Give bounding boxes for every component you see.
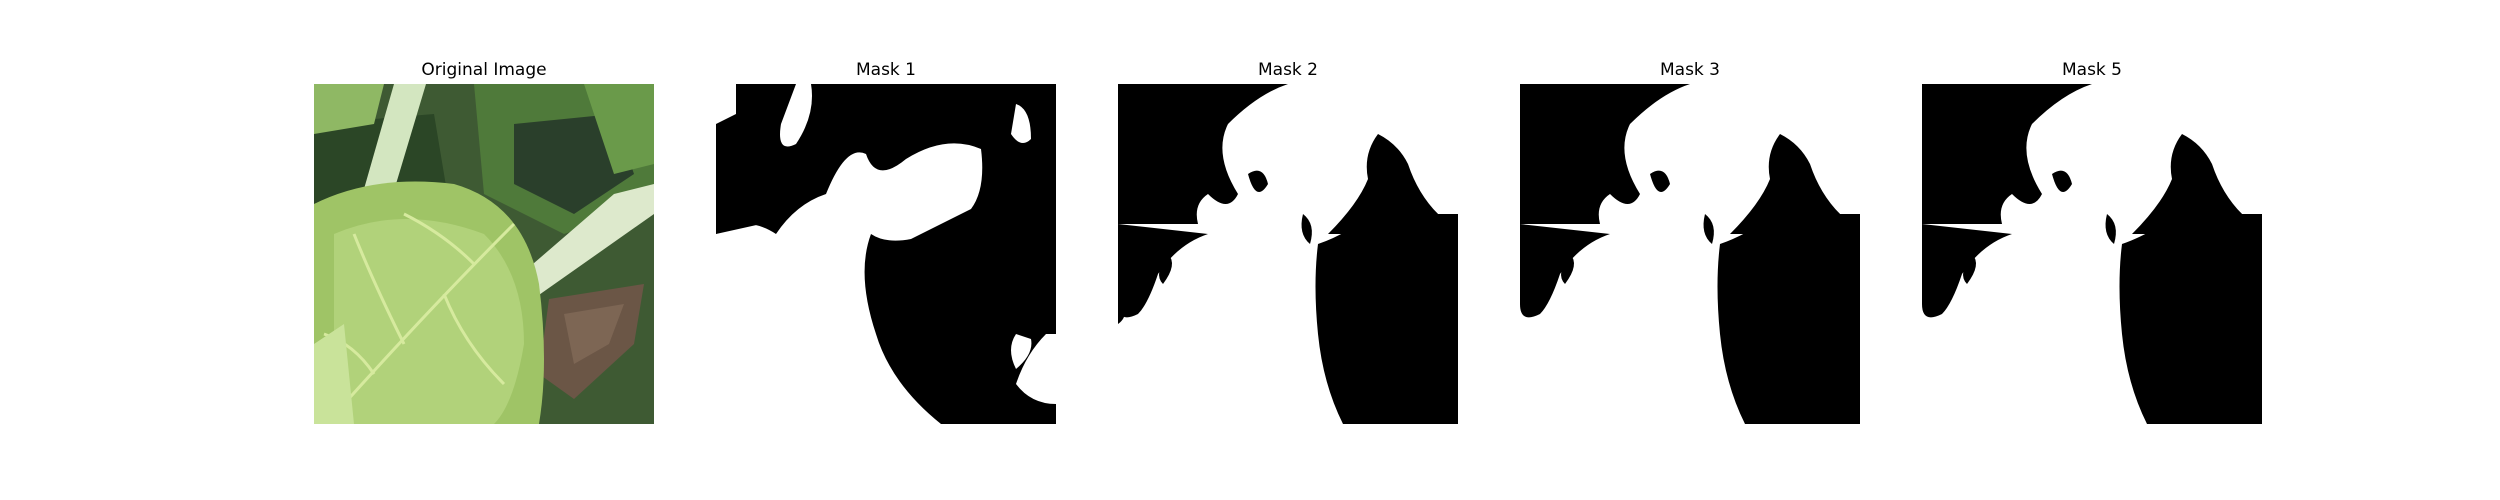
original-image: [314, 84, 654, 424]
mask-1-image: [716, 84, 1056, 424]
panel-title: Mask 5: [2061, 60, 2122, 80]
mask-3-image: [1520, 84, 1860, 424]
mask-2-image: [1118, 84, 1458, 424]
mask-5-image: [1922, 84, 2262, 424]
panel-title: Original Image: [421, 60, 547, 80]
panel-title: Mask 3: [1659, 60, 1720, 80]
panel-title: Mask 1: [855, 60, 916, 80]
panel-title: Mask 2: [1257, 60, 1318, 80]
